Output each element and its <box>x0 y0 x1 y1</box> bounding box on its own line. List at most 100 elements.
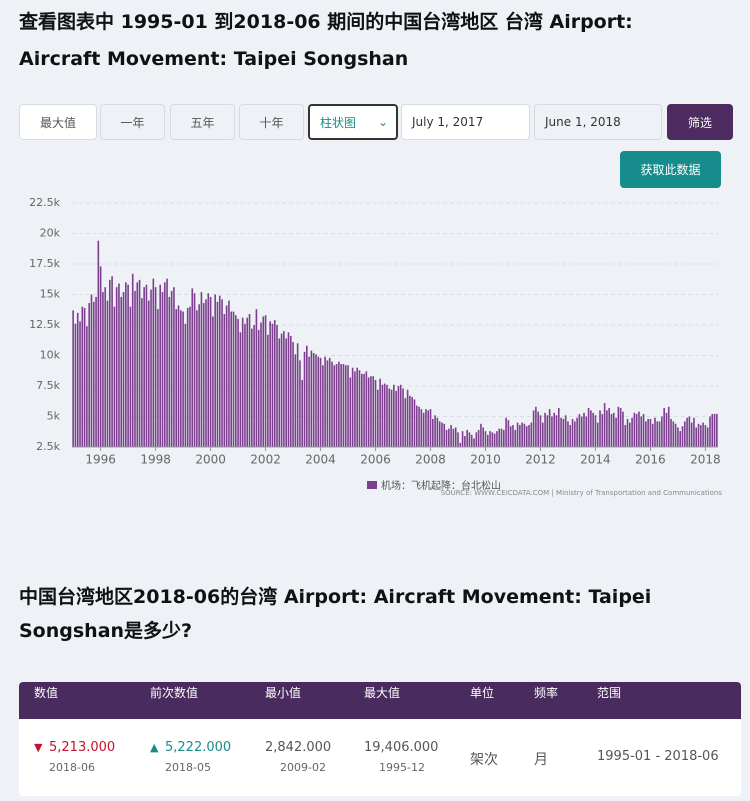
bar <box>223 314 226 447</box>
bar <box>143 287 145 447</box>
bar <box>651 423 654 447</box>
bar <box>711 414 714 447</box>
table <box>19 682 741 796</box>
table-header-cell: 单位 <box>470 686 495 700</box>
range-button[interactable]: 十年 <box>239 104 304 140</box>
bar <box>189 306 191 447</box>
filter-button[interactable]: 筛选 <box>667 104 733 140</box>
bar <box>322 365 324 447</box>
range-button[interactable]: 五年 <box>170 104 235 140</box>
page-title: 查看图表中 1995-01 到2018-06 期间的中国台湾地区 台湾 Airp… <box>19 11 633 70</box>
bar <box>180 310 182 447</box>
bar <box>441 422 443 447</box>
bar <box>716 413 718 447</box>
chart: 2.5k 5k 7.5k 10k 12.5k 15k 17.5k 20k 22.5k 1996 19… <box>29 196 722 497</box>
bar <box>152 278 155 447</box>
y-tick-label: 5k <box>47 410 61 423</box>
select-arrow: ⌄ <box>377 115 388 129</box>
bar <box>596 422 599 447</box>
bar <box>505 417 507 447</box>
table-header-cell: 范围 <box>597 686 622 700</box>
start-date[interactable]: July 1, 2017 <box>401 104 530 140</box>
table-header-cell: 频率 <box>534 686 559 700</box>
table-cell: 1995-01 - 2018-06 <box>597 749 719 764</box>
x-tick-label: 2004 <box>305 453 336 467</box>
bar <box>599 410 601 447</box>
bar <box>415 405 418 447</box>
bar <box>202 303 205 447</box>
bar <box>317 356 320 447</box>
bar <box>159 284 161 447</box>
bar <box>617 406 620 447</box>
bar <box>340 364 342 447</box>
bar <box>521 422 523 447</box>
bar <box>154 287 157 447</box>
bar <box>690 422 693 447</box>
bar <box>218 295 221 447</box>
bar <box>578 414 581 447</box>
bar <box>470 434 473 447</box>
bar <box>108 279 111 447</box>
bar <box>294 354 297 447</box>
bar <box>225 305 228 447</box>
bar <box>551 416 553 447</box>
bar <box>594 415 597 447</box>
bar <box>312 353 315 447</box>
bar <box>175 309 178 447</box>
bar <box>583 412 585 447</box>
bar <box>406 389 409 447</box>
bar <box>590 410 592 447</box>
legend-label: 机场：飞机起降：台北松山 <box>381 479 501 492</box>
bar <box>713 413 716 447</box>
bar <box>241 317 244 447</box>
bar <box>168 296 171 447</box>
bar <box>276 325 278 447</box>
bar <box>150 289 152 447</box>
table-value: 5,222.000 <box>165 740 232 755</box>
bar <box>528 425 530 447</box>
bar <box>331 361 333 447</box>
bar <box>603 403 606 447</box>
bar <box>166 278 168 447</box>
bar <box>257 329 260 447</box>
bar <box>557 407 560 447</box>
bar <box>372 376 375 447</box>
bar <box>111 276 113 447</box>
bar <box>212 316 214 447</box>
bar <box>539 415 542 447</box>
range-button[interactable]: 一年 <box>100 104 165 140</box>
chart-type-select[interactable]: 柱状图 ⌄ <box>308 104 398 140</box>
bar <box>351 367 354 447</box>
get-data-button[interactable]: 获取此数据 <box>620 151 721 188</box>
bar <box>688 416 691 447</box>
bar <box>555 415 558 447</box>
bar <box>468 432 471 447</box>
bar <box>672 421 675 447</box>
bar <box>633 412 636 447</box>
bar <box>553 412 556 447</box>
bar <box>308 356 310 447</box>
y-tick-label: 22.5k <box>29 196 60 209</box>
bar <box>519 425 521 447</box>
x-tick-label: 2018 <box>690 453 721 467</box>
bar <box>450 425 452 447</box>
bar <box>207 293 210 447</box>
bar <box>457 432 459 447</box>
range-button[interactable]: 最大值 <box>19 104 97 140</box>
bar <box>693 417 695 447</box>
end-date[interactable]: June 1, 2018 <box>534 104 662 140</box>
y-tick-label: 7.5k <box>36 379 60 392</box>
bar <box>131 273 134 447</box>
bar <box>205 299 207 447</box>
bar <box>645 421 647 447</box>
x-tick-label: 2012 <box>525 453 556 467</box>
bar <box>411 396 413 447</box>
bar <box>677 427 679 447</box>
bar <box>383 383 386 447</box>
bar <box>221 299 223 447</box>
bar <box>251 328 253 447</box>
bar <box>161 292 164 447</box>
x-tick-label: 2016 <box>635 453 666 467</box>
bar <box>569 425 572 447</box>
